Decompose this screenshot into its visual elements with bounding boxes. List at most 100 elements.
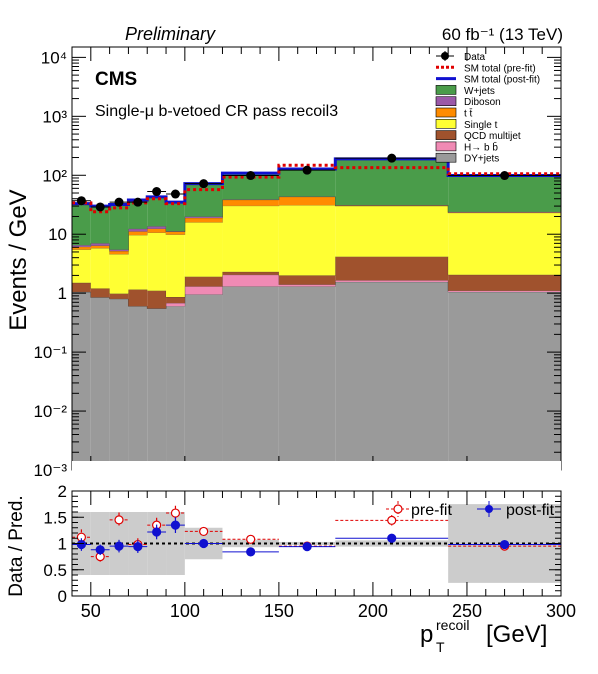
postfit-point-0	[76, 539, 87, 550]
legend-swatch-qcd	[435, 130, 457, 140]
x-tick-label: 100	[170, 601, 200, 621]
postfit-point-2	[114, 541, 124, 551]
ratio-legend-prefit-label: pre-fit	[411, 502, 452, 519]
region-label: Single-μ b-vetoed CR pass recoil3	[95, 103, 338, 120]
legend-label: SM total (pre-fit)	[464, 63, 536, 74]
band-clip-top	[72, 461, 561, 491]
bar-hbb-7	[222, 274, 279, 287]
bar-singlet-10	[448, 212, 561, 275]
data-point-0	[76, 196, 86, 206]
cms-label: CMS	[95, 69, 137, 90]
data-point-3	[133, 197, 143, 207]
bar-wjets-9	[335, 158, 449, 206]
bar-diboson-6	[184, 216, 223, 218]
bar-wjets-2	[109, 204, 129, 250]
y-tick-label: 10³	[42, 107, 67, 126]
data-point-4	[152, 187, 162, 197]
x-axis-title-sub: T	[436, 639, 445, 655]
outline-qcd	[72, 256, 561, 298]
legend-data-marker	[441, 52, 449, 60]
bar-dy-8	[278, 286, 336, 470]
bar-singlet-0	[72, 249, 91, 283]
legend-swatch-hbb	[435, 141, 457, 152]
postfit-point-8	[302, 542, 312, 552]
bar-singlet-3	[128, 235, 148, 290]
ratio-y-tick-label: 1	[58, 535, 67, 554]
bar-diboson-4	[147, 226, 167, 229]
bar-hbb-5	[166, 303, 185, 307]
legend-swatch-dy	[435, 152, 457, 163]
data-point-8	[302, 165, 312, 175]
postfit-point-4	[152, 527, 162, 537]
data-point-10	[500, 171, 510, 181]
y-tick-label: 10⁻¹	[33, 343, 67, 362]
legend-label: QCD multijet	[464, 131, 521, 142]
data-points	[72, 153, 561, 212]
ratio-y-axis-title: Data / Pred.	[6, 495, 27, 596]
bar-qcd-2	[109, 293, 129, 299]
bar-diboson-3	[128, 228, 148, 232]
bar-qcd-3	[128, 289, 148, 307]
x-axis-title-main: p	[420, 621, 433, 648]
bar-wjets-6	[184, 183, 223, 217]
bar-wjets-3	[128, 200, 148, 229]
data-point-6	[199, 179, 209, 189]
x-axis-title-unit: [GeV]	[486, 621, 547, 648]
preliminary-label: Preliminary	[125, 24, 216, 44]
bar-dy-1	[90, 297, 110, 470]
legend-label: SM total (post-fit)	[464, 75, 540, 86]
bar-singlet-5	[166, 234, 185, 298]
y-tick-label: 10²	[42, 166, 67, 185]
bar-dy-2	[109, 298, 129, 470]
bar-dy-6	[184, 294, 223, 470]
bar-ttbar-0	[72, 246, 91, 250]
bar-diboson-2	[109, 249, 129, 252]
bar-singlet-2	[109, 254, 129, 294]
bar-dy-3	[128, 306, 148, 470]
luminosity-label: 60 fb⁻¹ (13 TeV)	[442, 25, 563, 44]
legend-label: DY+jets	[464, 154, 499, 165]
legend-label: Data	[464, 52, 486, 63]
bar-qcd-5	[166, 297, 185, 304]
prefit-point-6	[199, 526, 209, 537]
legend-label: H→ b b̄	[464, 141, 498, 154]
bar-diboson-1	[90, 243, 110, 246]
bar-hbb-9	[335, 280, 449, 282]
legend-label: Single t	[464, 120, 498, 131]
bar-ttbar-4	[147, 228, 167, 233]
x-tick-label: 200	[358, 601, 388, 621]
bar-dy-0	[72, 291, 91, 470]
postfit-point-10	[499, 539, 510, 550]
y-tick-label: 10⁻²	[33, 402, 67, 421]
bar-dy-7	[222, 286, 279, 470]
bar-hbb-8	[278, 284, 336, 287]
prefit-point-9	[387, 515, 397, 526]
legend-swatch-diboson	[435, 96, 457, 106]
bar-qcd-0	[72, 282, 91, 292]
bar-wjets-10	[448, 175, 561, 212]
y-tick-label: 10⁴	[41, 48, 67, 67]
x-tick-label: 300	[546, 601, 576, 621]
prefit-point-2	[114, 515, 124, 525]
postfit-point-9	[387, 533, 397, 543]
bar-singlet-7	[222, 205, 279, 272]
ratio-legend: pre-fit post-fit	[386, 501, 555, 519]
y-axis-title: Events / GeV	[5, 189, 32, 330]
postfit-point-7	[246, 547, 256, 557]
bar-wjets-4	[147, 197, 167, 227]
x-tick-label: 250	[452, 601, 482, 621]
sm-total-prefit-line	[72, 163, 561, 214]
postfit-point-1	[95, 545, 105, 555]
data-point-1	[95, 202, 105, 212]
bar-dy-10	[448, 291, 561, 470]
bar-ttbar-3	[128, 231, 148, 236]
bar-singlet-8	[278, 205, 336, 276]
x-tick-label: 50	[81, 601, 101, 621]
legend-prefit-marker	[393, 504, 403, 514]
data-point-5	[170, 189, 180, 199]
x-tick-label: 150	[264, 601, 294, 621]
ratio-y-tick-label: 1.5	[43, 508, 67, 527]
data-point-7	[246, 171, 256, 181]
